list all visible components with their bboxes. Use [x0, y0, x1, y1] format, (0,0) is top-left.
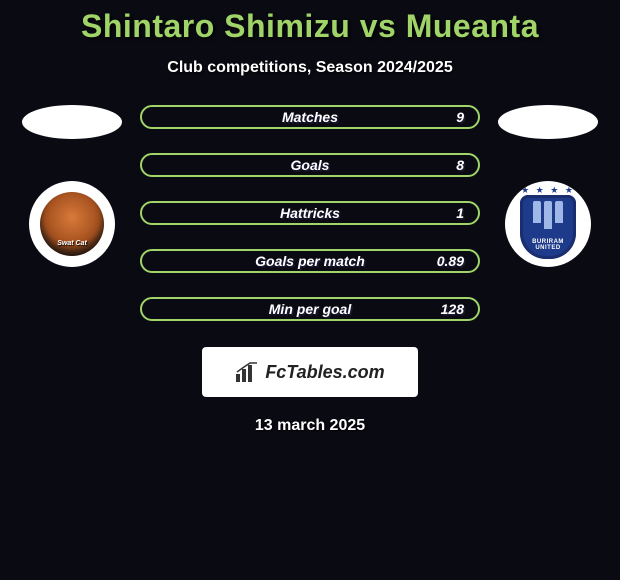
brand-text: FcTables.com [265, 362, 384, 383]
page-subtitle: Club competitions, Season 2024/2025 [0, 59, 620, 77]
right-column: ★ ★ ★ ★ BURIRAM UNITED [498, 105, 598, 267]
stat-value: 0.89 [437, 253, 464, 269]
stat-row: Goals 8 [140, 153, 480, 177]
page-title: Shintaro Shimizu vs Mueanta [0, 8, 620, 45]
left-team-crest: Swat Cat [29, 181, 115, 267]
stat-row: Goals per match 0.89 [140, 249, 480, 273]
brand-box: FcTables.com [202, 347, 418, 397]
stat-row: Hattricks 1 [140, 201, 480, 225]
bar-chart-icon [235, 362, 259, 382]
stat-row: Min per goal 128 [140, 297, 480, 321]
stat-value: 8 [456, 157, 464, 173]
crest-shield: ★ ★ ★ ★ BURIRAM UNITED [520, 195, 576, 259]
main-row: Swat Cat Matches 9 Goals 8 Hattricks 1 G… [0, 105, 620, 321]
stat-row: Matches 9 [140, 105, 480, 129]
left-column: Swat Cat [22, 105, 122, 267]
infographic-root: Shintaro Shimizu vs Mueanta Club competi… [0, 0, 620, 435]
stat-bars: Matches 9 Goals 8 Hattricks 1 Goals per … [140, 105, 480, 321]
right-team-crest: ★ ★ ★ ★ BURIRAM UNITED [505, 181, 591, 267]
stat-label: Hattricks [280, 205, 340, 221]
right-player-silhouette [498, 105, 598, 139]
castle-icon [533, 201, 563, 223]
right-crest-label: BURIRAM UNITED [520, 239, 576, 251]
stat-label: Min per goal [269, 301, 351, 317]
stat-value: 9 [456, 109, 464, 125]
left-player-silhouette [22, 105, 122, 139]
stat-value: 1 [456, 205, 464, 221]
footer-date: 13 march 2025 [0, 417, 620, 435]
stat-label: Matches [282, 109, 338, 125]
stat-label: Goals [291, 157, 330, 173]
stat-label: Goals per match [255, 253, 365, 269]
stat-value: 128 [441, 301, 464, 317]
crest-stars-icon: ★ ★ ★ ★ [520, 185, 576, 196]
left-crest-label: Swat Cat [42, 240, 102, 247]
